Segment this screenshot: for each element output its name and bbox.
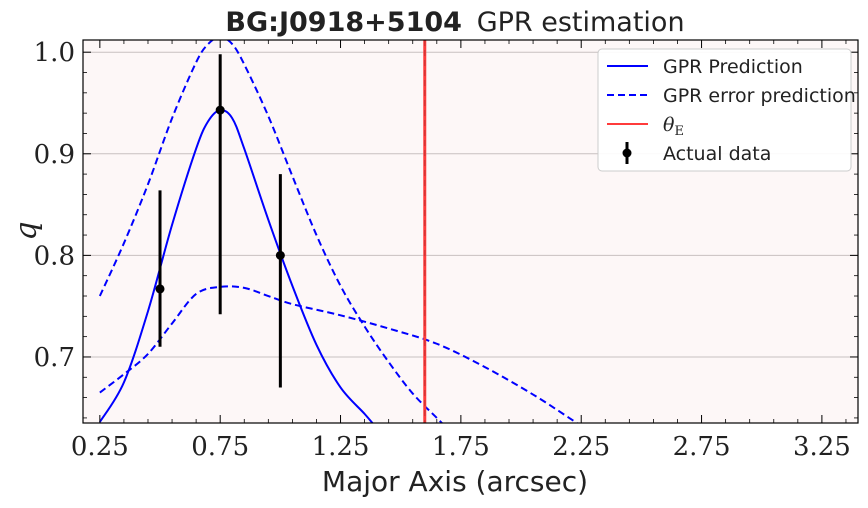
x-tick-label: 1.75: [432, 432, 490, 462]
x-tick-label: 1.25: [312, 432, 370, 462]
legend-theta-main: θ: [663, 114, 675, 136]
chart-title-rest: GPR estimation: [477, 7, 685, 38]
x-tick-label: 0.25: [71, 432, 129, 462]
legend-label-gpr-prediction: GPR Prediction: [663, 56, 803, 78]
actual-data-point: [275, 250, 285, 260]
series-layer: [98, 40, 579, 423]
x-tick-label: 0.75: [191, 432, 249, 462]
y-tick-label: 0.8: [34, 241, 75, 271]
x-tick-label: 2.75: [673, 432, 731, 462]
x-tick-label: 3.25: [793, 432, 851, 462]
gpr-error-upper-line: [98, 40, 444, 423]
chart-title: BG:J0918+5104 GPR estimation: [225, 7, 684, 38]
legend-swatch-actual-data-point: [622, 148, 632, 158]
chart-title-bold: BG:J0918+5104: [225, 7, 462, 38]
actual-data-point: [155, 284, 165, 294]
x-tick-label: 2.25: [552, 432, 610, 462]
y-axis-label: q: [9, 221, 44, 240]
legend-label-theta-e: θE: [663, 114, 684, 139]
y-tick-label: 0.9: [34, 140, 75, 170]
legend-theta-sub: E: [674, 124, 684, 139]
legend-label-actual-data: Actual data: [663, 143, 771, 165]
y-tick-label: 1.0: [34, 38, 75, 68]
legend-label-gpr-error: GPR error prediction: [663, 85, 856, 107]
legend: GPR Prediction GPR error prediction θE A…: [597, 48, 856, 172]
legend-box: [597, 48, 852, 172]
tick-layer: 0.7 0.8 0.9 1.0 0.25 0.75 1.25 1.75 2.25 2.75 3.25: [34, 38, 858, 462]
y-tick-label: 0.7: [34, 343, 75, 373]
plot-frame: [82, 39, 859, 424]
x-axis-label: Major Axis (arcsec): [322, 465, 588, 498]
actual-data-point: [215, 105, 225, 115]
gpr-prediction-line: [98, 109, 374, 423]
